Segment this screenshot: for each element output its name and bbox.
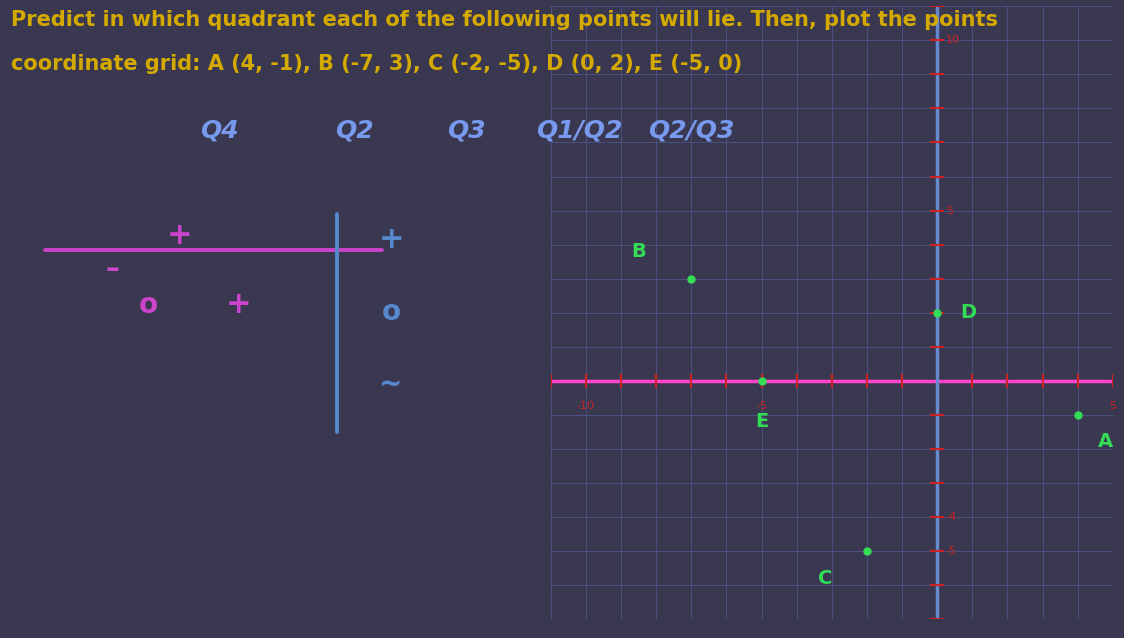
Text: 5: 5 <box>946 205 953 216</box>
Text: B: B <box>632 242 646 261</box>
Text: +: + <box>226 290 251 320</box>
Text: Q3: Q3 <box>447 118 486 142</box>
Text: Q4: Q4 <box>200 118 238 142</box>
Text: C: C <box>817 568 832 588</box>
Text: Q2: Q2 <box>335 118 373 142</box>
Text: –: – <box>106 255 119 283</box>
Text: o: o <box>381 298 401 326</box>
Text: 5: 5 <box>1109 401 1116 411</box>
Text: -10: -10 <box>577 401 595 411</box>
Text: E: E <box>755 412 768 431</box>
Text: Q1/Q2: Q1/Q2 <box>536 118 622 142</box>
Text: o: o <box>138 291 158 319</box>
Text: +: + <box>379 225 404 254</box>
Text: +: + <box>167 221 192 250</box>
Text: 10: 10 <box>946 35 960 45</box>
Text: D: D <box>961 303 977 322</box>
Text: -5: -5 <box>946 545 957 556</box>
Text: -5: -5 <box>756 401 767 411</box>
Text: -4: -4 <box>946 512 957 522</box>
Text: coordinate grid: A (4, -1), B (-7, 3), C (-2, -5), D (0, 2), E (-5, 0): coordinate grid: A (4, -1), B (-7, 3), C… <box>11 54 743 74</box>
Text: ~: ~ <box>380 371 402 399</box>
Text: A: A <box>1098 433 1113 452</box>
Text: Q2/Q3: Q2/Q3 <box>649 118 734 142</box>
Text: Predict in which quadrant each of the following points will lie. Then, plot the : Predict in which quadrant each of the fo… <box>11 10 998 29</box>
